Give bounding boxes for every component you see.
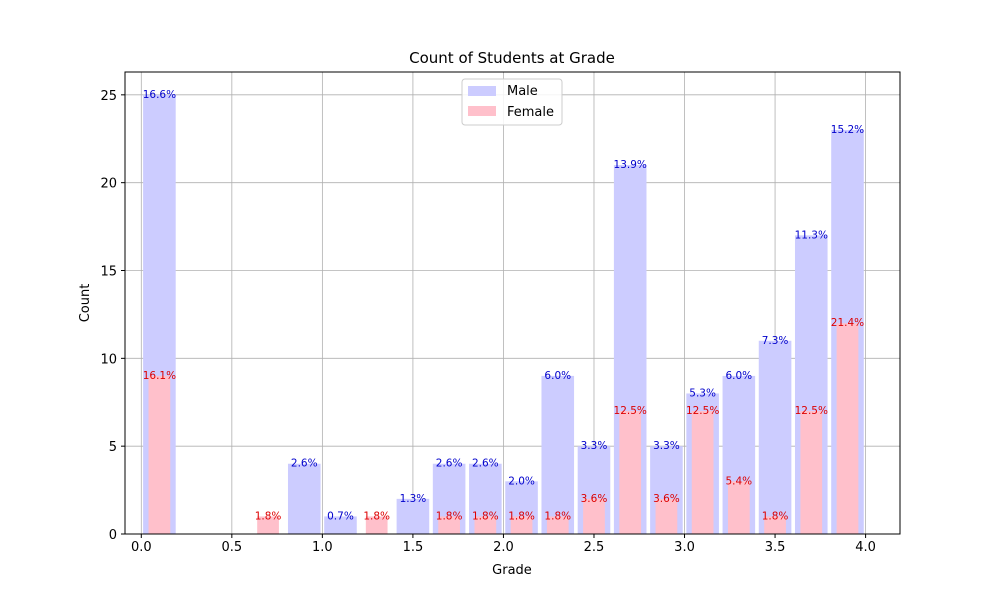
data-label-female: 1.8% [363,510,390,522]
data-label-male: 5.3% [689,387,716,399]
ticks: 0.0 0.5 1.0 1.5 2.0 2.5 3.0 3.5 4.0 0 5 10 15 20 25 [100,89,875,555]
bar-female [510,516,533,534]
x-tick-label: 4.0 [855,540,876,555]
legend-swatch-female [468,106,496,116]
data-label-female: 3.6% [581,493,608,505]
data-label-male: 13.9% [614,159,647,171]
data-label-female: 5.4% [725,475,752,487]
data-label-male: 16.6% [143,89,176,101]
y-tick-label: 20 [100,177,117,192]
y-tick-label: 25 [100,89,117,104]
bar-male [396,498,430,534]
bar-female [546,516,569,534]
data-label-male: 2.6% [291,458,318,470]
bar-female [438,516,460,534]
bar-female [619,411,642,534]
bar-male [758,340,792,534]
bar-female [474,516,497,534]
y-tick-label: 0 [109,528,117,543]
x-tick-label: 3.0 [674,540,695,555]
x-tick-label: 2.0 [493,540,514,555]
data-label-male: 7.3% [762,335,789,347]
x-tick-label: 3.5 [765,540,786,555]
bar-female [691,411,714,534]
x-tick-label: 2.5 [584,540,605,555]
data-label-female: 12.5% [686,405,719,417]
bar-female [727,481,750,534]
bars [143,94,864,535]
data-label-male: 0.7% [327,510,354,522]
y-tick-label: 15 [100,265,117,280]
data-label-male: 2.6% [472,458,499,470]
bar-female [583,498,605,534]
data-label-male: 11.3% [795,229,828,241]
x-tick-label: 1.0 [312,540,333,555]
data-label-female: 1.8% [436,510,463,522]
bar-female [836,323,859,534]
bar-female [800,411,823,534]
data-label-male: 15.2% [831,124,864,136]
legend: Male Female [461,78,563,126]
bar-female [365,516,388,534]
data-label-male: 2.6% [436,458,463,470]
legend-label-male: Male [507,84,538,99]
x-tick-label: 0.0 [131,540,152,555]
data-label-female: 16.1% [143,370,176,382]
x-tick-label: 0.5 [221,540,242,555]
legend-swatch-male [468,86,496,96]
x-tick-label: 1.5 [403,540,424,555]
y-axis-label: Count [78,284,93,323]
bar-female [257,516,279,534]
data-label-male: 3.3% [653,440,680,452]
data-label-female: 1.8% [472,510,499,522]
data-label-female: 1.8% [544,510,571,522]
bar-male [541,375,575,534]
data-label-male: 6.0% [544,370,571,382]
data-label-female: 21.4% [831,317,864,329]
data-label-female: 12.5% [795,405,828,417]
x-axis-label: Grade [492,563,532,578]
bar-male [287,463,321,534]
data-label-male: 3.3% [581,440,608,452]
data-label-female: 12.5% [614,405,647,417]
data-label-male: 6.0% [725,370,752,382]
data-labels: 16.6% 2.6% 0.7% 1.3% 2.6% 2.6% 2.0% 6.0% 3.3% 13.… [143,89,864,523]
bar-female [764,516,786,534]
data-label-female: 3.6% [653,493,680,505]
data-label-female: 1.8% [508,510,535,522]
chart-title: Count of Students at Grade [409,49,615,67]
bar-female [148,375,171,534]
y-tick-label: 10 [100,352,117,367]
axes-frame [124,71,901,535]
bar-female [655,498,678,534]
data-label-female: 1.8% [762,510,789,522]
data-label-female: 1.8% [255,510,282,522]
legend-label-female: Female [507,105,554,120]
y-tick-label: 5 [109,440,117,455]
bar-male [324,516,357,534]
data-label-male: 2.0% [508,475,535,487]
data-label-male: 1.3% [400,493,427,505]
